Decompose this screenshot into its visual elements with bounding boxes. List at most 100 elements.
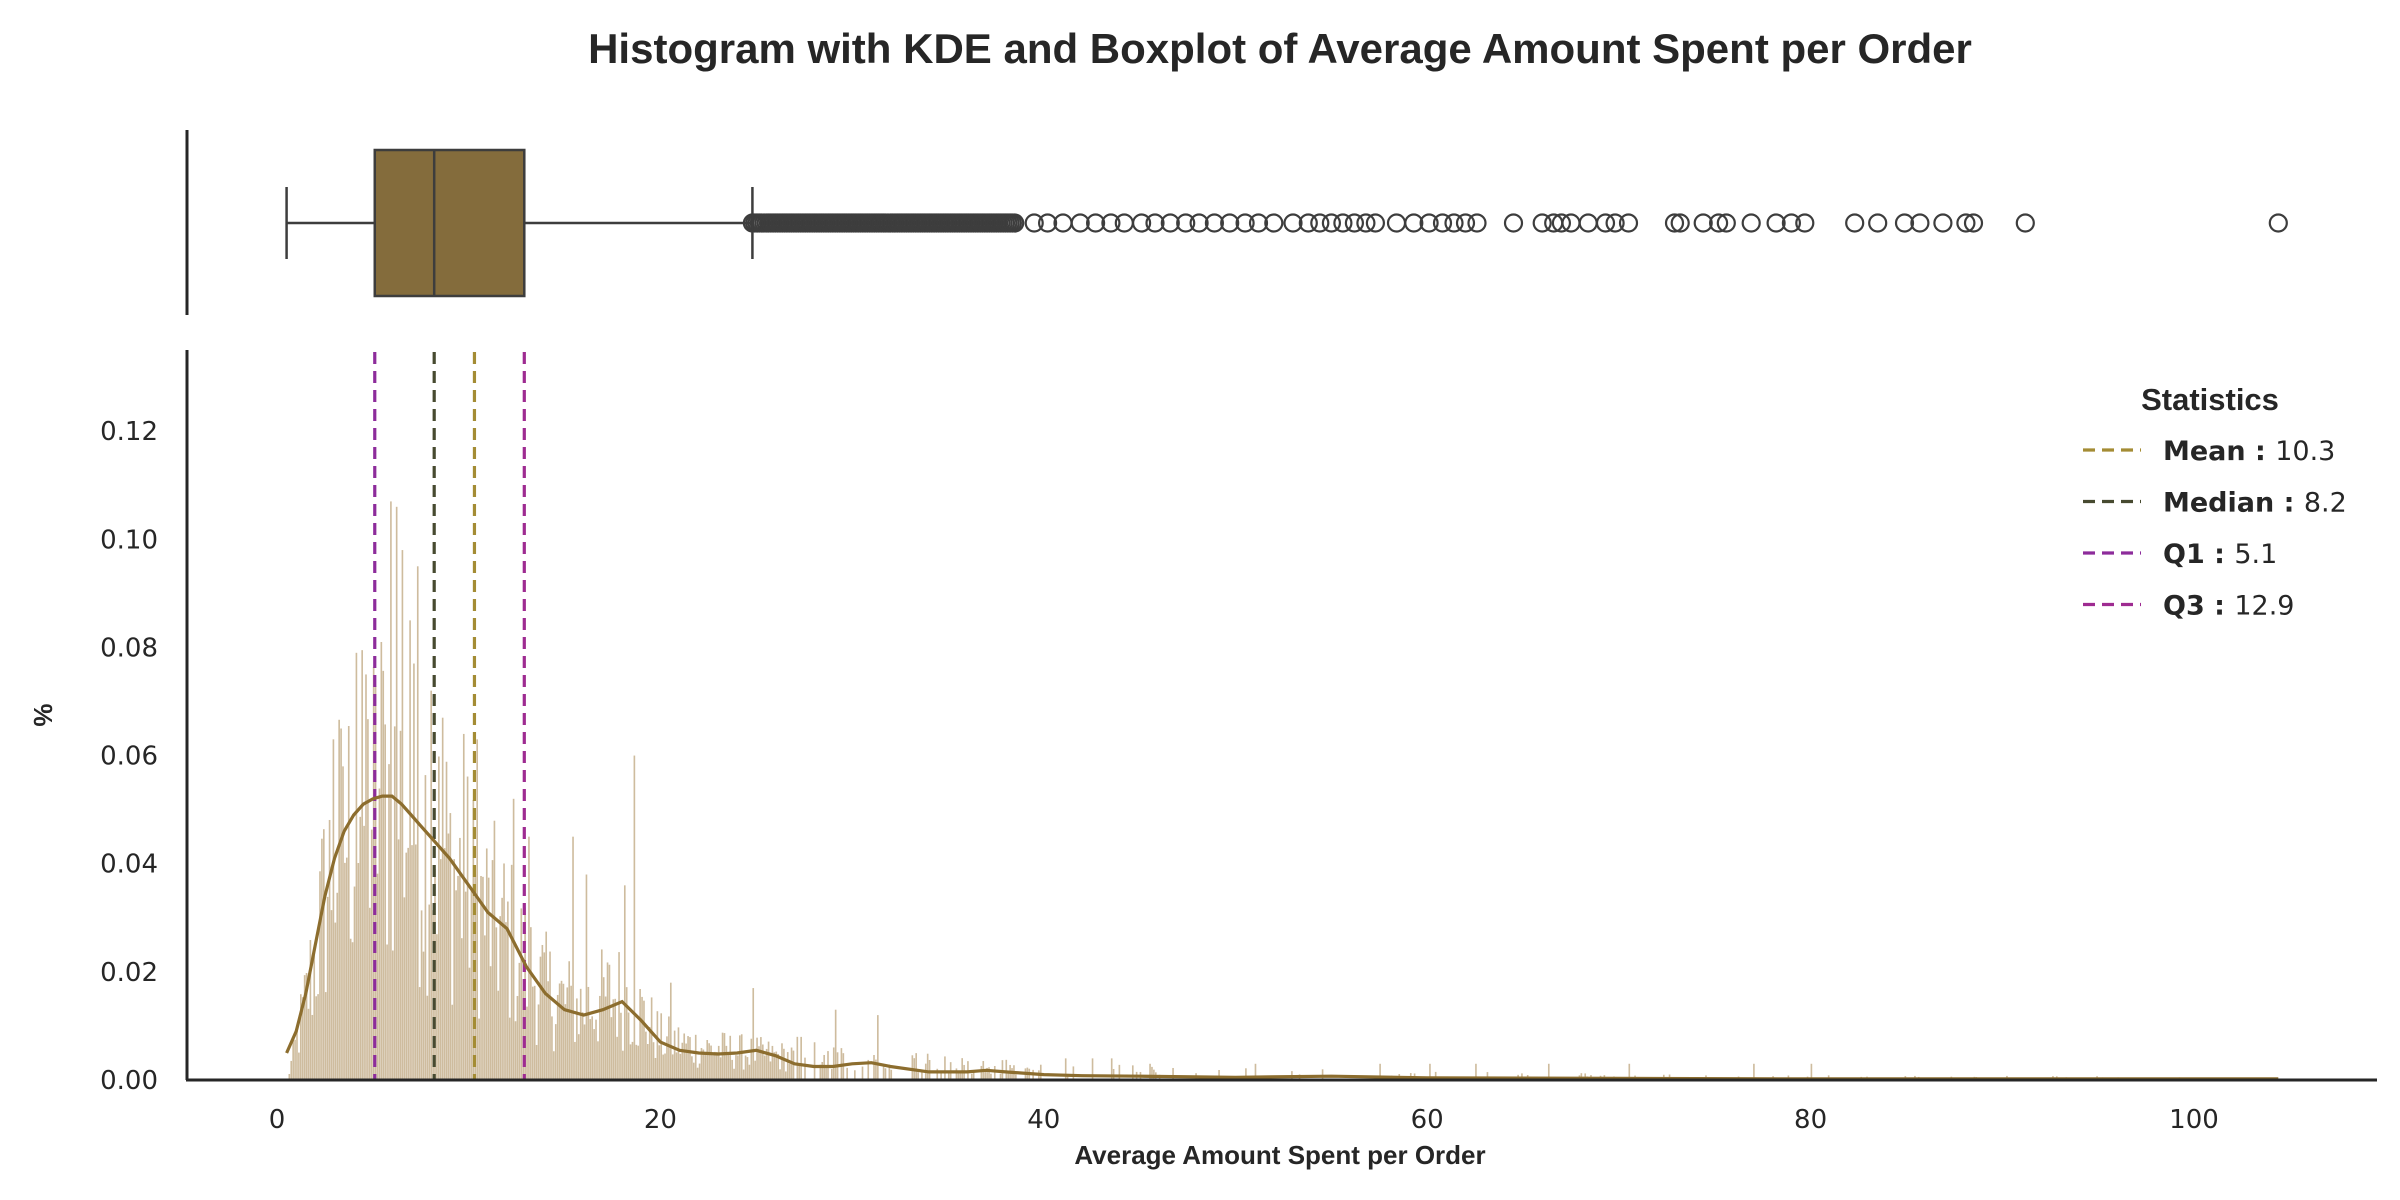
outlier-point: [1781, 213, 1802, 233]
histogram-bar: [1172, 1067, 1174, 1080]
histogram-bars: [288, 501, 2275, 1080]
histogram-bar: [762, 1044, 764, 1080]
histogram-bar: [418, 987, 421, 1080]
histogram-bar: [683, 1033, 686, 1080]
histogram-bar: [1254, 1063, 1257, 1080]
histogram-bar: [890, 1069, 893, 1080]
histogram-bar: [1379, 1063, 1381, 1080]
outlier-point: [1386, 213, 1407, 233]
histogram-bar: [395, 506, 398, 1080]
histogram-bar: [376, 873, 379, 1080]
histogram-bar: [330, 910, 333, 1080]
histogram-bar: [706, 1040, 709, 1080]
histogram-bar: [583, 1024, 586, 1080]
histogram-bar: [340, 728, 342, 1080]
outlier-point: [2268, 213, 2288, 233]
legend-entry-colon: :: [2205, 591, 2235, 622]
histogram-bar: [453, 859, 455, 1080]
histogram-bar: [717, 1045, 720, 1080]
histogram-bar: [846, 1067, 848, 1080]
outlier-point: [1404, 213, 1424, 233]
legend-entry-name: Mean: [2163, 436, 2246, 467]
histogram-bar: [526, 1006, 528, 1080]
histogram-bar: [1110, 1058, 1113, 1080]
histogram-bar: [407, 847, 409, 1080]
histogram-bar: [328, 819, 331, 1080]
histogram-bar: [733, 1068, 735, 1080]
y-tick-label: 0.10: [100, 525, 158, 555]
histogram-bar: [658, 1045, 661, 1080]
histogram-bar: [346, 857, 348, 1080]
histogram-bar: [999, 1073, 1002, 1080]
histogram-bar: [641, 996, 643, 1080]
histogram-bar: [1039, 1064, 1042, 1080]
histogram-bar: [990, 1073, 992, 1080]
histogram-bar: [654, 1057, 657, 1080]
histogram-bar: [319, 871, 321, 1080]
histogram-bar: [746, 1057, 749, 1080]
outlier-point: [1365, 213, 1386, 233]
histogram-bar: [633, 755, 636, 1080]
histogram-bar: [1091, 1058, 1094, 1080]
histogram-bar: [438, 756, 440, 1080]
histogram-bar: [514, 1021, 517, 1080]
histogram-bar: [595, 1019, 597, 1080]
kde-curve: [285, 794, 2279, 1081]
histogram-bar: [593, 1029, 595, 1080]
outlier-point: [1766, 213, 1786, 233]
histogram-bar: [439, 859, 442, 1080]
legend-entry: Median : 8.2: [2163, 488, 2347, 519]
histogram-bar: [675, 1052, 678, 1080]
histogram-bar: [783, 1048, 785, 1080]
histogram-bar: [1245, 1068, 1247, 1080]
histogram-bar: [501, 897, 503, 1080]
histogram-bar: [754, 1060, 756, 1080]
outlier-point: [1298, 213, 1318, 233]
histogram-bar: [393, 726, 396, 1080]
outlier-point: [1344, 213, 1365, 233]
histogram-bar: [380, 642, 383, 1080]
legend-title: Statistics: [2141, 382, 2279, 417]
outlier-point: [1444, 213, 1464, 233]
histogram-bar: [727, 1054, 730, 1080]
histogram-bar: [313, 947, 316, 1080]
histogram-bar: [449, 813, 452, 1080]
histogram-bar: [666, 1036, 668, 1080]
legend-entry-name: Q3: [2163, 591, 2205, 622]
histogram-bar: [723, 1033, 726, 1080]
histogram-bar: [430, 690, 432, 1080]
histogram-bar: [602, 977, 605, 1080]
legend-entry-colon: :: [2274, 488, 2304, 519]
histogram-bar: [579, 988, 582, 1080]
outlier-point: [1532, 213, 1552, 233]
histogram-bar: [361, 650, 363, 1080]
histogram-bar: [668, 1016, 670, 1080]
histogram-bar: [673, 1030, 676, 1080]
histogram-bar: [422, 951, 425, 1080]
histogram-bar: [558, 983, 561, 1080]
y-tick-label: 0.08: [100, 633, 158, 663]
histogram-bar: [781, 1043, 783, 1080]
outlier-point: [1235, 213, 1255, 233]
outlier-point: [2015, 213, 2035, 233]
histogram-bar: [785, 1071, 787, 1080]
histogram-bar: [462, 733, 465, 1080]
histogram-bar: [648, 1026, 651, 1080]
histogram-bar: [338, 719, 340, 1080]
histogram-bar: [915, 1053, 917, 1080]
legend-entry: Q1 : 5.1: [2163, 539, 2277, 570]
histogram-bar: [1011, 1068, 1013, 1080]
histogram-bar: [342, 766, 344, 1080]
legend-entry: Q3 : 12.9: [2163, 591, 2294, 622]
histogram-bar: [1753, 1063, 1755, 1080]
histogram-bar: [374, 685, 377, 1080]
x-axis-label: Average Amount Spent per Order: [1074, 1140, 1485, 1170]
legend-entry-colon: :: [2205, 539, 2235, 570]
histogram-bar: [1810, 1063, 1813, 1080]
histogram-bar: [1064, 1058, 1067, 1080]
histogram-bar: [786, 1052, 789, 1080]
histogram-bar: [388, 764, 390, 1080]
y-tick-label: 0.00: [100, 1066, 158, 1096]
